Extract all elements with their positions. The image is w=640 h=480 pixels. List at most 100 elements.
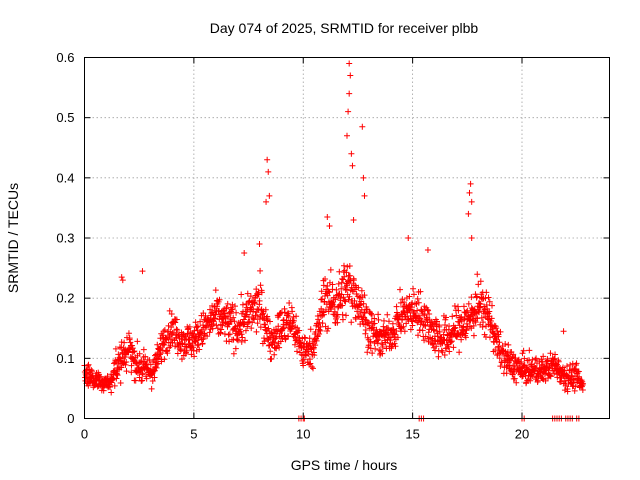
data-point [397, 299, 404, 306]
data-point [416, 314, 423, 321]
data-point [436, 323, 443, 330]
data-point [139, 268, 146, 275]
data-point [340, 294, 347, 301]
data-point [424, 247, 431, 254]
data-point [340, 276, 347, 283]
data-point [495, 343, 502, 350]
data-point [311, 352, 318, 359]
data-point [214, 325, 221, 332]
data-point [268, 355, 275, 362]
data-point [433, 343, 440, 350]
data-point [375, 316, 382, 323]
data-point [509, 371, 516, 378]
data-point [355, 302, 362, 309]
data-point [335, 280, 342, 287]
data-point [490, 330, 497, 337]
data-point [212, 311, 219, 318]
data-point [319, 320, 326, 327]
data-point [447, 339, 454, 346]
data-point [267, 318, 274, 325]
data-point [165, 322, 172, 329]
data-point [301, 334, 308, 341]
data-point [312, 342, 319, 349]
data-point [465, 210, 472, 217]
data-point [161, 356, 168, 363]
data-point [367, 345, 374, 352]
data-point [290, 317, 297, 324]
data-point [326, 289, 333, 296]
data-point [564, 363, 571, 370]
data-point [289, 308, 296, 315]
data-point [242, 337, 249, 344]
y-axis-label: SRMTID / TECUs [5, 183, 21, 293]
data-point [307, 360, 314, 367]
data-point [540, 353, 547, 360]
data-point [174, 350, 181, 357]
data-point [190, 344, 197, 351]
data-point [400, 323, 407, 330]
data-point [126, 335, 133, 342]
data-point [261, 321, 268, 328]
data-point [468, 294, 475, 301]
data-point [127, 346, 134, 353]
data-point [405, 235, 412, 241]
data-point [538, 361, 545, 368]
data-point [379, 350, 386, 357]
data-point [456, 322, 463, 329]
data-point [468, 198, 475, 205]
data-point [547, 371, 554, 378]
data-point [436, 328, 443, 335]
data-point [118, 274, 125, 281]
data-point [443, 314, 450, 321]
data-point [136, 350, 143, 357]
data-point [450, 344, 457, 351]
data-point [320, 282, 327, 289]
data-point [341, 297, 348, 304]
data-point [339, 302, 346, 309]
data-point [408, 301, 415, 308]
data-point [307, 326, 314, 333]
data-point [394, 334, 401, 341]
data-point [230, 314, 237, 321]
data-point [441, 352, 448, 359]
data-point [391, 340, 398, 347]
data-point [346, 293, 353, 300]
data-point [410, 285, 417, 292]
data-point [441, 321, 448, 328]
data-point [343, 312, 350, 319]
data-point [377, 348, 384, 355]
data-point [186, 323, 193, 330]
data-point [392, 343, 399, 350]
data-point [519, 373, 526, 380]
data-point [375, 311, 382, 318]
data-point [355, 284, 362, 291]
data-point [345, 108, 352, 115]
data-point [473, 293, 480, 300]
data-point [496, 339, 503, 346]
data-point [433, 318, 440, 325]
data-point [139, 377, 146, 384]
data-point [251, 316, 258, 323]
data-point [533, 355, 540, 362]
data-point [405, 316, 412, 323]
data-point [315, 316, 322, 323]
data-point [199, 340, 206, 347]
data-point [173, 316, 180, 323]
data-point [399, 316, 406, 323]
data-point [156, 353, 163, 360]
data-point [451, 303, 458, 310]
data-point [403, 320, 410, 327]
data-point [495, 333, 502, 340]
data-point [251, 300, 258, 307]
data-point [360, 174, 367, 181]
data-point [439, 340, 446, 347]
data-point [244, 290, 251, 297]
data-point [344, 263, 351, 270]
data-point [419, 318, 426, 325]
x-tick-label: 5 [190, 427, 197, 442]
data-point [257, 267, 264, 274]
data-point [503, 370, 510, 377]
data-point [349, 162, 356, 169]
data-point [88, 366, 95, 373]
data-point [306, 361, 313, 368]
